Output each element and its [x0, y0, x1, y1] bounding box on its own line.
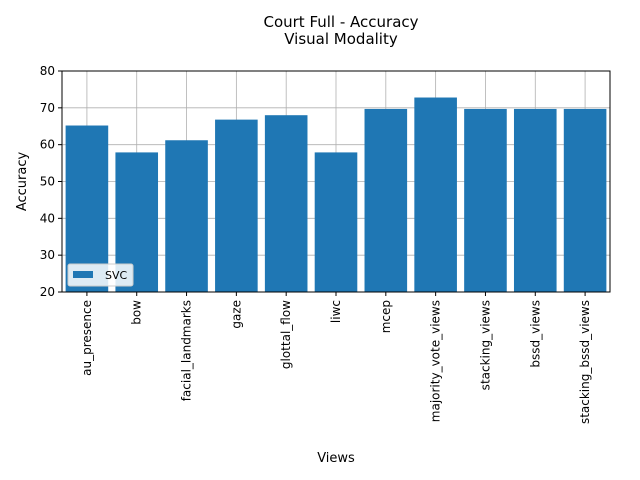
bar-liwc — [314, 152, 358, 292]
chart-subtitle: Visual Modality — [284, 30, 398, 48]
x-tick-label: bow — [130, 300, 144, 325]
y-tick-label: 60 — [40, 138, 55, 152]
bar-majority_vote_views — [414, 97, 457, 293]
x-tick-label: majority_vote_views — [429, 300, 443, 422]
legend-swatch — [73, 271, 93, 278]
bar-bssd_views — [513, 108, 557, 293]
x-tick-label: stacking_views — [478, 300, 492, 390]
x-axis-label: Views — [317, 451, 355, 466]
y-tick-label: 80 — [40, 64, 55, 78]
x-tick-label: bssd_views — [528, 300, 542, 368]
x-tick-label: gaze — [229, 300, 243, 329]
y-axis-label: Accuracy — [15, 152, 30, 212]
x-axis-ticks: au_presence bow facial_landmarks gaze glotta… — [80, 292, 592, 424]
legend-label: SVC — [105, 269, 128, 282]
x-tick-label: facial_landmarks — [180, 300, 194, 401]
bar-mcep — [364, 108, 408, 293]
x-tick-label: stacking_bssd_views — [578, 300, 592, 424]
x-tick-label: glottal_flow — [279, 300, 293, 369]
legend: SVC — [67, 263, 134, 287]
bars — [65, 97, 607, 293]
y-axis-ticks: 20 30 40 50 60 70 80 — [40, 64, 62, 299]
y-tick-label: 40 — [40, 211, 55, 225]
bar-glottal_flow — [264, 115, 308, 292]
x-tick-label: au_presence — [80, 300, 94, 376]
y-tick-label: 20 — [40, 285, 55, 299]
y-tick-label: 30 — [40, 248, 55, 262]
chart-title: Court Full - Accuracy — [263, 13, 418, 31]
bar-gaze — [215, 119, 258, 293]
y-tick-label: 70 — [40, 101, 55, 115]
legend-box — [67, 263, 134, 287]
x-tick-label: liwc — [329, 300, 343, 323]
x-tick-label: mcep — [379, 300, 393, 333]
bar-stacking_views — [464, 108, 507, 293]
bar-stacking_bssd_views — [563, 108, 607, 293]
y-tick-label: 50 — [40, 175, 55, 189]
bar-facial_landmarks — [165, 140, 208, 292]
